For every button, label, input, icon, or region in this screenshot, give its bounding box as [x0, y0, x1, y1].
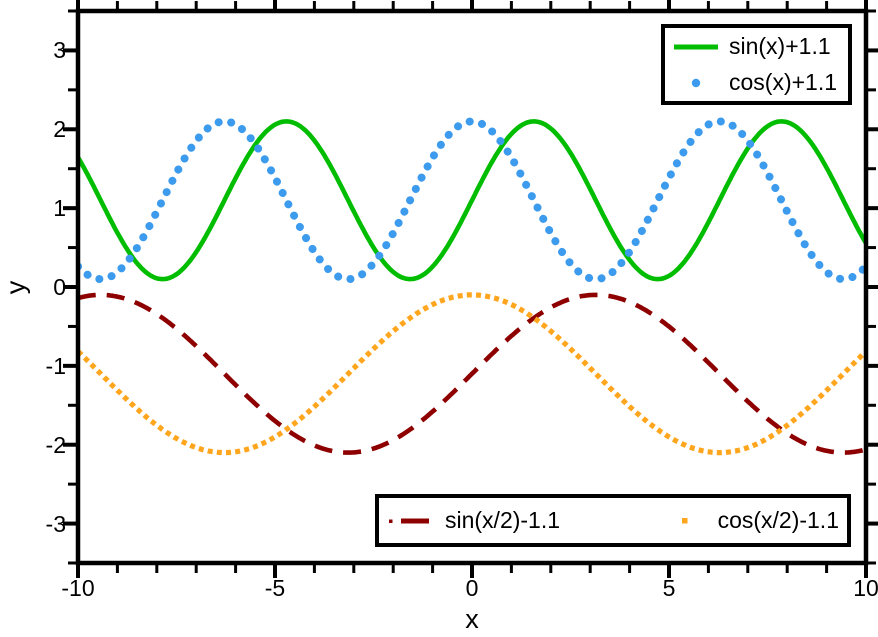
round-dots-marker-icon [671, 77, 721, 89]
legend-entry-sin-x-2-1-1: sin(x/2)-1.1 [387, 507, 560, 534]
square-dots-marker-icon [660, 515, 710, 527]
x-tick-label: 5 [662, 575, 676, 601]
legend-label: cos(x)+1.1 [729, 69, 838, 95]
plot-frame [75, 8, 869, 566]
curve-sin-x-1-1 [77, 119, 867, 282]
y-tick-label: 2 [53, 116, 66, 143]
legend-entry-cos-x-2-1-1: cos(x/2)-1.1 [660, 507, 839, 534]
x-tick-label: -5 [264, 575, 286, 601]
y-tick-label: -1 [45, 352, 66, 379]
curve-sin-x-2-1-1 [77, 292, 867, 455]
curve-cos-x-2-1-1 [77, 292, 867, 456]
legend-bottom: sin(x/2)-1.1 cos(x/2)-1.1 [375, 494, 851, 547]
legend-label: cos(x/2)-1.1 [717, 507, 839, 533]
x-tick-label: -10 [61, 575, 95, 601]
y-tick-label: 3 [53, 37, 66, 64]
curve-cos-x-1-1 [77, 117, 867, 284]
y-tick-label: 0 [53, 274, 66, 300]
x-tick-label: 0 [465, 575, 479, 601]
y-tick-label: -3 [45, 510, 66, 537]
legend-entry-sin-x-1-1: sin(x)+1.1 [671, 29, 842, 65]
axis-ticks [63, 0, 878, 578]
x-axis-label: x [465, 604, 479, 634]
x-tick-label: 10 [853, 575, 878, 601]
legend-entry-cos-x-1-1: cos(x)+1.1 [671, 65, 842, 101]
y-tick-label: -2 [45, 431, 66, 458]
legend-label: sin(x/2)-1.1 [445, 507, 561, 533]
y-tick-label: 1 [53, 195, 66, 222]
legend-label: sin(x)+1.1 [729, 33, 831, 59]
solid-marker-icon [671, 41, 721, 53]
dashed-marker-icon [387, 515, 437, 527]
legend-top: sin(x)+1.1 cos(x)+1.1 [661, 24, 852, 105]
curves [77, 117, 867, 456]
